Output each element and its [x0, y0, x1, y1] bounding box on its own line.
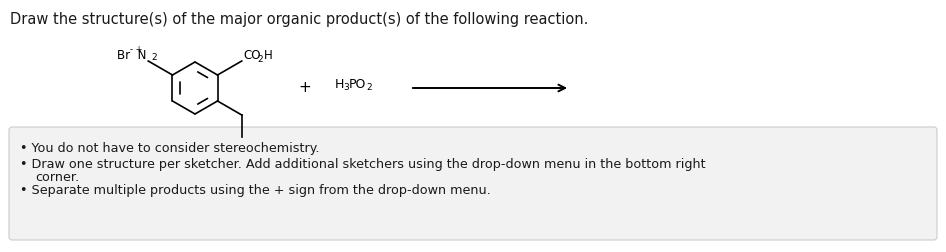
Text: 3: 3	[343, 83, 349, 92]
Text: 2: 2	[151, 53, 157, 62]
Text: • Separate multiple products using the + sign from the drop-down menu.: • Separate multiple products using the +…	[20, 184, 491, 197]
FancyBboxPatch shape	[9, 127, 937, 240]
Text: • Draw one structure per sketcher. Add additional sketchers using the drop-down : • Draw one structure per sketcher. Add a…	[20, 158, 706, 171]
Text: CO: CO	[244, 49, 261, 62]
Text: 2: 2	[257, 55, 263, 64]
Text: H: H	[335, 79, 344, 91]
Text: - +: - +	[130, 45, 143, 54]
Text: Br  N: Br N	[117, 49, 147, 62]
Text: • You do not have to consider stereochemistry.: • You do not have to consider stereochem…	[20, 142, 320, 155]
Text: PO: PO	[349, 79, 366, 91]
Text: Draw the structure(s) of the major organic product(s) of the following reaction.: Draw the structure(s) of the major organ…	[10, 12, 588, 27]
Text: H: H	[264, 49, 272, 62]
Text: corner.: corner.	[35, 171, 79, 184]
Text: +: +	[299, 80, 311, 96]
Text: 2: 2	[366, 83, 372, 92]
